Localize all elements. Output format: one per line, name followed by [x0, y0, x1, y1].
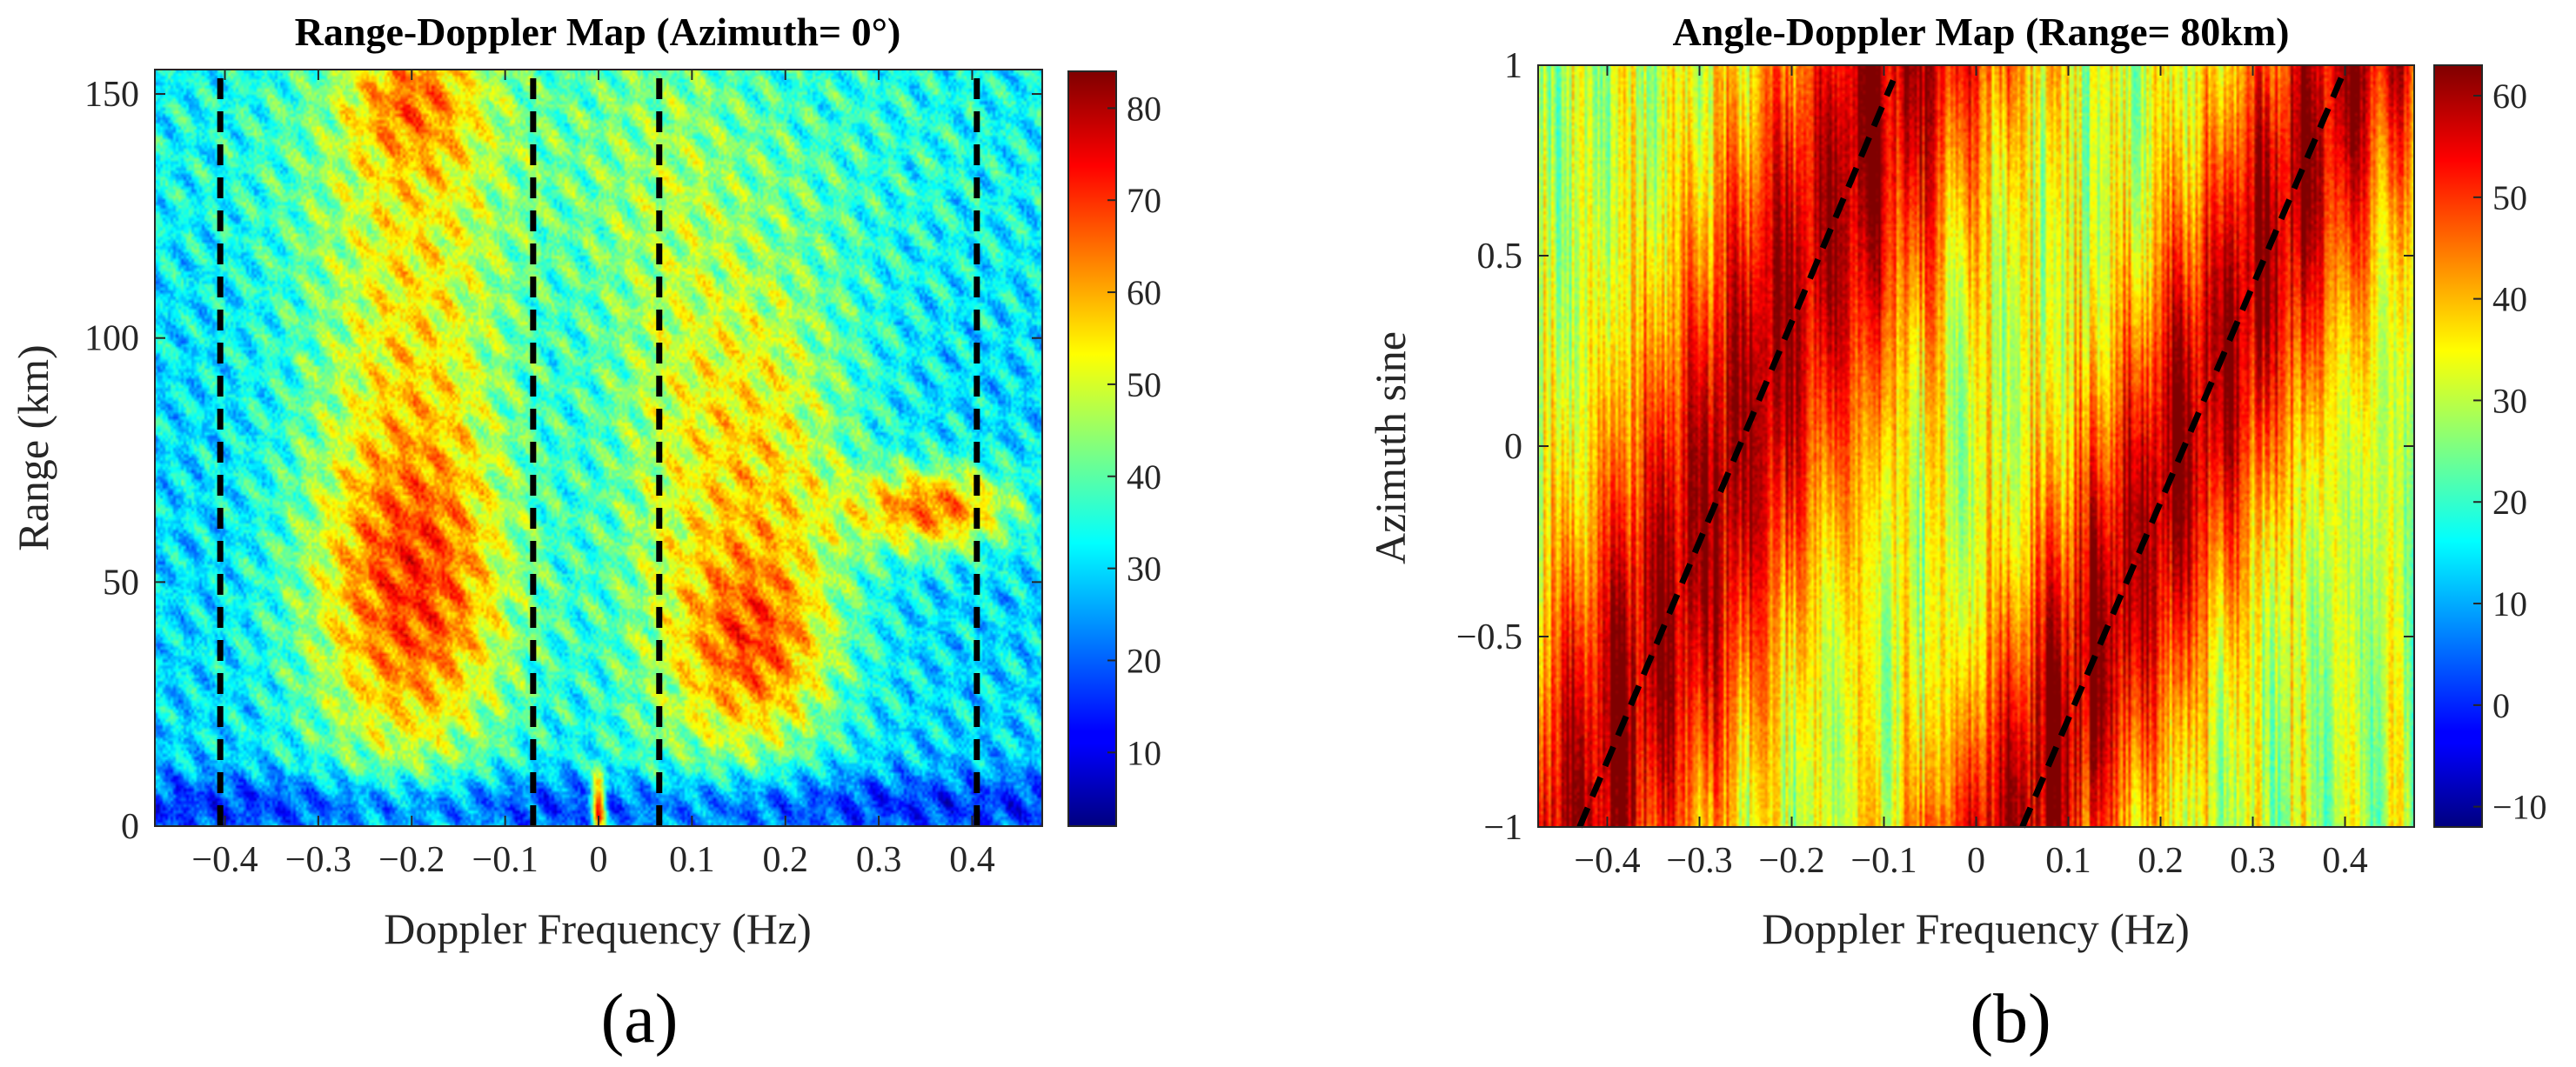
panel-b-xtick-label: 0.3 — [2230, 841, 2276, 881]
panel-b-xtick-label: 0 — [1967, 841, 1985, 881]
panel-a-xtick-label: 0.3 — [856, 840, 902, 880]
panel-a-colorbar-tick-label: 60 — [1127, 273, 1161, 312]
panel-b-colorbar-ticks: −10 0 10 20 30 40 50 60 — [2473, 77, 2547, 827]
panel-b-xlabel: Doppler Frequency (Hz) — [1762, 904, 2189, 953]
panel-a-xtick-label: −0.1 — [472, 840, 539, 880]
panel-a-title: Range-Doppler Map (Azimuth= 0°) — [295, 10, 901, 54]
panel-b: Angle-Doppler Map (Range= 80km) −0.4 −0.3… — [1366, 10, 2547, 1057]
panel-a-colorbar-tick-label: 40 — [1127, 457, 1161, 497]
panel-b-colorbar-tick-label: 50 — [2492, 178, 2527, 217]
panel-b-xtick-label: −0.3 — [1666, 841, 1732, 881]
panel-b-colorbar-tick-label: 60 — [2492, 77, 2527, 116]
panel-a-colorbar-tick-label: 20 — [1127, 641, 1161, 680]
panel-a-ytick-label: 100 — [84, 319, 139, 359]
panel-a-xtick-label: 0.2 — [762, 840, 808, 880]
panel-b-ytick-label: 0.5 — [1477, 237, 1523, 277]
panel-b-ylabel: Azimuth sine — [1366, 331, 1415, 564]
panel-a-xtick-label: −0.3 — [285, 840, 351, 880]
panel-a-colorbar-tick-label: 30 — [1127, 550, 1161, 589]
panel-b-dashed-lines — [1576, 68, 2348, 829]
panel-b-ytick-label: 1 — [1504, 46, 1522, 86]
panel-b-xtick-label: 0.4 — [2322, 841, 2368, 881]
panel-a-ylabel: Range (km) — [9, 344, 57, 550]
panel-a-xtick-label: −0.4 — [191, 840, 258, 880]
panel-a-xtick-label: −0.2 — [378, 840, 445, 880]
panel-a-xtick-label: 0.4 — [949, 840, 995, 880]
panel-a-dashed-lines — [217, 70, 980, 826]
panel-a-colorbar-tick-label: 80 — [1127, 89, 1161, 128]
panel-b-ytick-label: 0 — [1504, 427, 1522, 467]
panel-a-ytick-label: 150 — [84, 75, 139, 115]
panel-a-colorbar — [1067, 70, 1117, 827]
panel-a-ytick-label: 0 — [121, 807, 139, 847]
panel-b-dashed-line-1 — [2019, 68, 2348, 829]
panel-b-x-ticks: −0.4 −0.3 −0.2 −0.1 0 0.1 0.2 0.3 0.4 — [1574, 65, 2368, 881]
panel-b-label: (b) — [1970, 981, 2051, 1057]
panel-b-ytick-label: −1 — [1483, 808, 1522, 848]
panel-a-xtick-label: 0.1 — [669, 840, 715, 880]
panel-b-colorbar-tick-label: −10 — [2492, 788, 2547, 827]
panel-a-label: (a) — [601, 981, 679, 1057]
panel-a-x-ticks: −0.4 −0.3 −0.2 −0.1 0 0.1 0.2 0.3 0.4 — [191, 70, 995, 880]
panel-b-colorbar-tick-label: 40 — [2492, 280, 2527, 319]
panel-a-ytick-label: 50 — [103, 563, 139, 603]
panel-a-colorbar-tick-label: 50 — [1127, 365, 1161, 404]
panel-a-colorbar-tick-label: 70 — [1127, 181, 1161, 220]
panel-a-xlabel: Doppler Frequency (Hz) — [384, 904, 811, 953]
panel-b-xtick-label: 0.1 — [2045, 841, 2091, 881]
panel-b-heatmap — [1538, 65, 2414, 827]
panel-a-colorbar-tick-label: 10 — [1127, 733, 1161, 772]
panel-a-y-ticks: 0 50 100 150 — [84, 75, 1042, 847]
panel-b-xtick-label: 0.2 — [2138, 841, 2184, 881]
panel-b-title: Angle-Doppler Map (Range= 80km) — [1673, 10, 2290, 54]
panel-a-xtick-label: 0 — [590, 840, 608, 880]
panel-a-heatmap — [155, 70, 1042, 826]
panel-b-colorbar-tick-label: 20 — [2492, 483, 2527, 522]
panel-a-colorbar-ticks: 10 20 30 40 50 60 70 80 — [1107, 89, 1161, 772]
panel-b-ytick-label: −0.5 — [1456, 617, 1522, 657]
panel-b-xtick-label: −0.1 — [1850, 841, 1917, 881]
panel-b-colorbar-tick-label: 0 — [2492, 686, 2510, 725]
panel-b-xtick-label: −0.2 — [1758, 841, 1824, 881]
panel-b-dashed-line-0 — [1576, 79, 1897, 829]
panel-b-colorbar-tick-label: 30 — [2492, 381, 2527, 420]
panel-b-xtick-label: −0.4 — [1574, 841, 1640, 881]
panel-a: Range-Doppler Map (Azimuth= 0°) −0.4 −0.3… — [9, 10, 1161, 1057]
panel-b-colorbar — [2433, 64, 2483, 828]
panel-b-colorbar-tick-label: 10 — [2492, 584, 2527, 624]
panel-b-y-ticks: −1 −0.5 0 0.5 1 — [1456, 46, 2414, 848]
